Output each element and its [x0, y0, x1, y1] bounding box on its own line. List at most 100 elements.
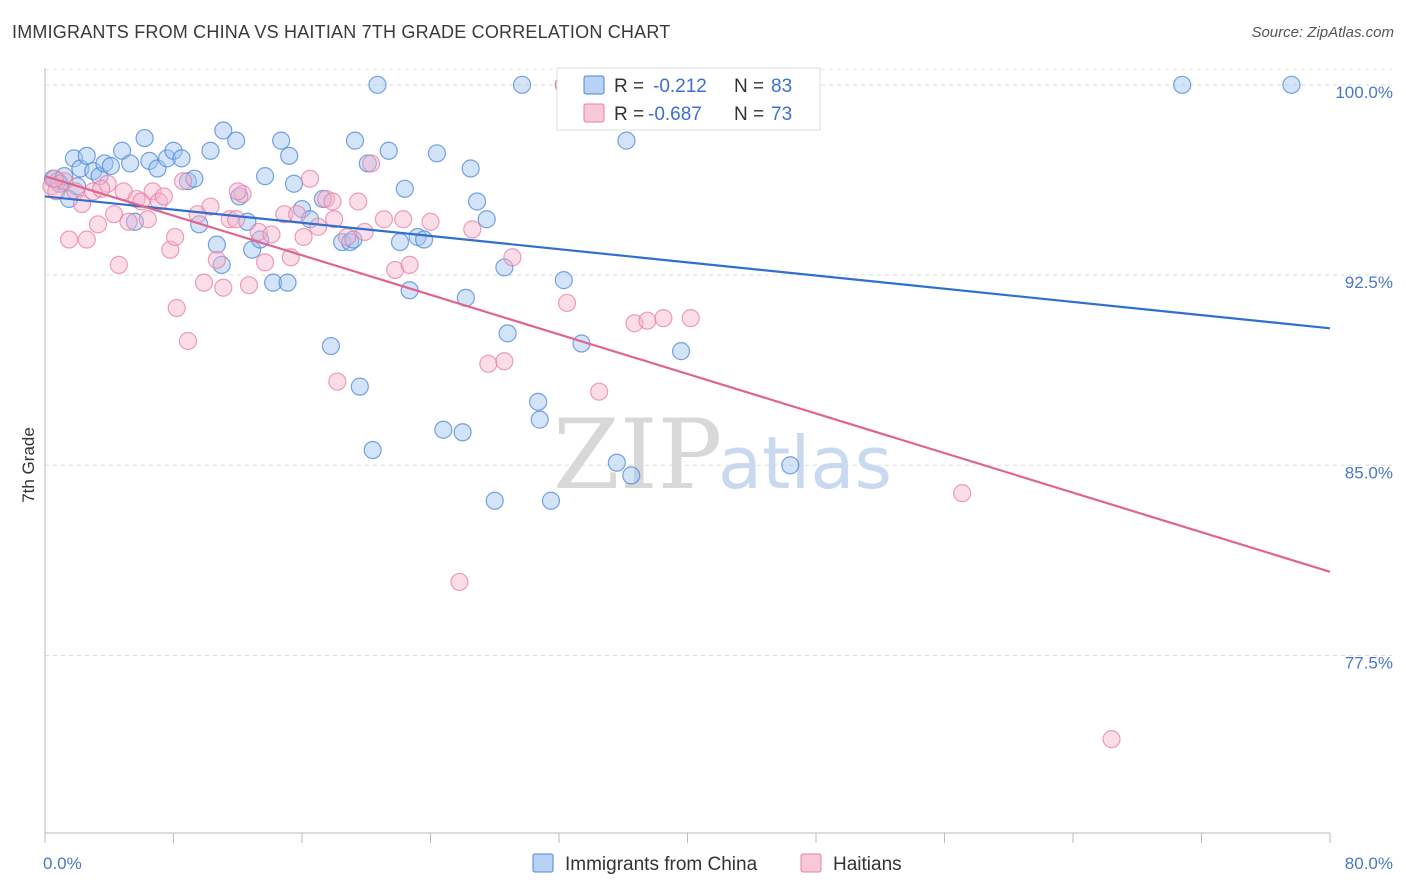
watermark: ZIP atlas — [553, 399, 892, 511]
watermark-zip: ZIP — [553, 399, 722, 511]
point-haitians-49 — [374, 210, 394, 229]
point-china-54 — [453, 423, 472, 442]
point-china-66 — [554, 271, 573, 290]
watermark-atlas: atlas — [718, 421, 892, 505]
point-china-45 — [368, 75, 387, 94]
point-haitians-28 — [214, 278, 233, 297]
point-china-78 — [278, 273, 297, 292]
point-haitians-23 — [178, 331, 198, 351]
legend-r-label-haitians: R = — [614, 104, 644, 125]
point-haitians-53 — [450, 572, 469, 592]
point-china-59 — [485, 491, 504, 510]
point-haitians-26 — [201, 197, 220, 216]
point-haitians-57 — [503, 248, 522, 267]
point-haitians-71 — [323, 192, 342, 211]
point-haitians-8 — [88, 215, 108, 234]
y-axis-title: 7th Grade — [19, 427, 38, 503]
point-haitians-16 — [138, 210, 157, 229]
point-china-64 — [530, 410, 549, 429]
x-tick-label-1: 80.0% — [1345, 854, 1393, 873]
point-haitians-59 — [590, 382, 609, 401]
point-haitians-31 — [233, 184, 252, 203]
point-china-47 — [390, 232, 410, 252]
point-china-33 — [280, 146, 299, 165]
legend-swatch-haitians — [583, 103, 605, 123]
point-china-23 — [207, 235, 226, 254]
point-china-41 — [345, 131, 365, 150]
point-haitians-65 — [1102, 730, 1121, 749]
point-china-32 — [272, 131, 291, 150]
point-china-56 — [461, 159, 480, 178]
point-haitians-52 — [400, 255, 419, 274]
point-haitians-55 — [479, 354, 498, 373]
point-china-69 — [617, 131, 636, 150]
point-china-17 — [157, 149, 177, 168]
chart-title: IMMIGRANTS FROM CHINA VS HAITIAN 7TH GRA… — [12, 22, 671, 42]
point-china-70 — [622, 466, 641, 485]
point-haitians-10 — [104, 205, 124, 224]
axes — [44, 68, 1331, 843]
point-china-22 — [201, 141, 220, 160]
y-tick-label-2: 85.0% — [1345, 463, 1393, 482]
point-haitians-50 — [386, 260, 405, 280]
point-china-65 — [541, 491, 561, 510]
legend-n-value-haitians: 73 — [771, 104, 792, 125]
point-haitians-72 — [421, 212, 440, 231]
point-haitians-38 — [288, 205, 307, 224]
point-china-44 — [363, 440, 382, 460]
bottom-legend-swatch-haitians — [800, 853, 822, 873]
point-haitians-22 — [174, 172, 193, 191]
gridlines — [45, 69, 1392, 656]
point-china-48 — [395, 179, 414, 198]
point-china-58 — [477, 210, 496, 229]
point-china-71 — [671, 342, 691, 361]
source-label: Source: ZipAtlas.com — [1251, 24, 1394, 41]
point-china-6 — [77, 146, 96, 165]
point-haitians-48 — [361, 154, 381, 173]
trend-lines — [44, 175, 1331, 573]
point-china-42 — [350, 377, 369, 396]
point-haitians-40 — [300, 169, 320, 188]
point-china-38 — [321, 336, 341, 356]
point-china-76 — [185, 169, 204, 188]
x-tick-label-0: 0.0% — [43, 854, 82, 873]
point-haitians-58 — [557, 293, 577, 313]
point-china-25 — [227, 131, 246, 150]
point-haitians-13 — [119, 212, 138, 231]
x-tick-labels: 0.0% 80.0% — [43, 854, 1393, 873]
point-haitians-36 — [275, 205, 294, 224]
point-haitians-46 — [349, 192, 368, 211]
point-china-10 — [101, 156, 120, 176]
point-haitians-45 — [337, 227, 357, 247]
legend-r-value-haitians: -0.687 — [648, 104, 702, 125]
trend-line-china — [44, 195, 1331, 330]
point-china-51 — [414, 230, 434, 249]
point-china-34 — [284, 174, 304, 193]
point-china-63 — [529, 392, 548, 411]
point-haitians-64 — [953, 484, 972, 503]
point-china-40 — [341, 232, 360, 252]
series-haitians-points — [42, 75, 1121, 749]
point-haitians-3 — [59, 230, 79, 249]
point-haitians-56 — [495, 352, 514, 371]
y-tick-label-0: 100.0% — [1335, 83, 1393, 102]
bottom-legend-label-haitians: Haitians — [833, 854, 902, 875]
point-china-73 — [1173, 75, 1192, 94]
point-haitians-27 — [207, 250, 226, 269]
correlation-legend: R = -0.212 N = 83 R = -0.687 N = 73 — [556, 67, 821, 131]
point-china-24 — [214, 121, 233, 140]
point-china-46 — [379, 141, 398, 160]
point-china-12 — [121, 154, 140, 173]
point-haitians-47 — [355, 222, 374, 242]
point-haitians-43 — [325, 210, 344, 229]
point-china-53 — [434, 420, 453, 439]
legend-n-label-haitians: N = — [734, 104, 764, 125]
point-haitians-35 — [262, 225, 281, 244]
point-haitians-39 — [294, 227, 313, 247]
y-tick-label-3: 77.5% — [1345, 653, 1393, 672]
point-haitians-34 — [255, 253, 275, 272]
legend-r-value-china: -0.212 — [653, 76, 707, 97]
point-haitians-69 — [166, 227, 185, 247]
legend-swatch-china — [583, 75, 605, 95]
